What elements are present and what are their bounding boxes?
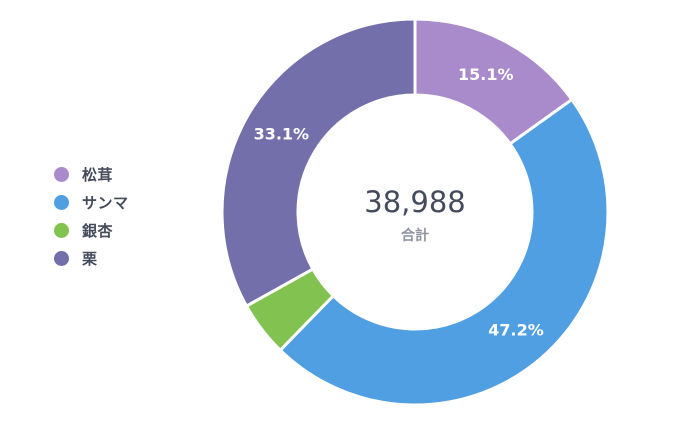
slice-label-4: 33.1% — [254, 125, 310, 144]
slice-2 — [278, 97, 610, 407]
legend-swatch — [54, 250, 69, 266]
slice-4 — [220, 17, 417, 309]
chart-legend: 松茸 サンマ 銀杏栗 — [54, 160, 129, 272]
legend-swatch — [54, 222, 69, 238]
donut-slices — [220, 17, 610, 407]
legend-item-3: 銀杏 — [54, 216, 129, 244]
legend-swatch — [54, 194, 69, 210]
slice-labels: 15.1% 47.2% 33.1% — [254, 65, 544, 339]
legend-label: 栗 — [82, 249, 98, 268]
slice-label-2: 47.2% — [488, 321, 544, 340]
legend-item-1: 松茸 — [54, 160, 129, 188]
slice-label-1: 15.1% — [458, 65, 514, 84]
legend-swatch — [54, 166, 69, 182]
legend-item-4: 栗 — [54, 244, 129, 272]
legend-label: サンマ — [82, 193, 129, 212]
center-label: 合計 — [401, 227, 429, 244]
legend-label: 松茸 — [82, 165, 114, 184]
legend-label: 銀杏 — [82, 221, 114, 240]
center-total: 38,988 — [364, 185, 465, 219]
legend-item-2: サンマ — [54, 188, 129, 216]
